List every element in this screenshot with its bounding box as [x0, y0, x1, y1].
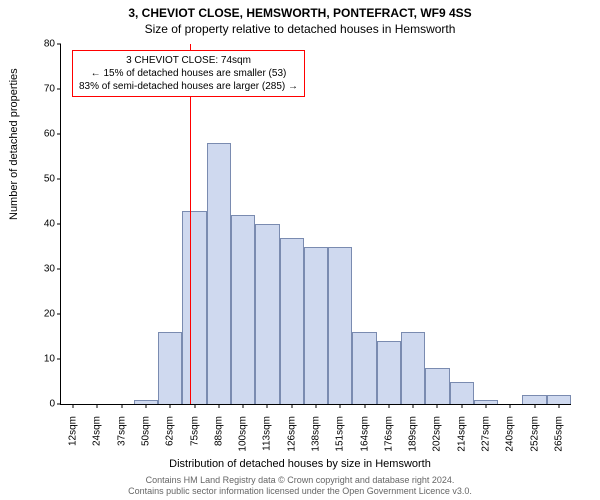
y-tick-label: 10 — [25, 354, 61, 365]
info-box: 3 CHEVIOT CLOSE: 74sqm← 15% of detached … — [72, 50, 305, 97]
x-tick-label: 164sqm — [359, 410, 370, 452]
chart-area: 0102030405060708012sqm24sqm37sqm50sqm62s… — [60, 44, 571, 405]
title-address: 3, CHEVIOT CLOSE, HEMSWORTH, PONTEFRACT,… — [0, 0, 600, 20]
x-tick-label: 37sqm — [116, 410, 127, 446]
x-tick-mark — [340, 404, 341, 408]
footer-line1: Contains HM Land Registry data © Crown c… — [0, 475, 600, 486]
x-tick-mark — [170, 404, 171, 408]
x-tick-mark — [121, 404, 122, 408]
x-tick-label: 24sqm — [92, 410, 103, 446]
info-box-line1: 3 CHEVIOT CLOSE: 74sqm — [79, 54, 298, 67]
footer-credits: Contains HM Land Registry data © Crown c… — [0, 475, 600, 497]
x-tick-mark — [218, 404, 219, 408]
x-tick-mark — [486, 404, 487, 408]
y-tick-mark — [57, 44, 61, 45]
info-box-line2: ← 15% of detached houses are smaller (53… — [79, 67, 298, 80]
x-tick-mark — [558, 404, 559, 408]
bar — [231, 215, 255, 404]
x-tick-mark — [413, 404, 414, 408]
x-tick-mark — [510, 404, 511, 408]
x-tick-label: 176sqm — [383, 410, 394, 452]
x-tick-label: 100sqm — [238, 410, 249, 452]
y-tick-label: 60 — [25, 129, 61, 140]
bar — [280, 238, 304, 405]
bar — [377, 341, 401, 404]
x-tick-label: 151sqm — [335, 410, 346, 452]
x-tick-mark — [146, 404, 147, 408]
x-tick-label: 214sqm — [456, 410, 467, 452]
x-tick-mark — [461, 404, 462, 408]
y-tick-mark — [57, 404, 61, 405]
y-tick-mark — [57, 224, 61, 225]
x-tick-label: 50sqm — [141, 410, 152, 446]
bar — [450, 382, 474, 405]
x-tick-label: 189sqm — [408, 410, 419, 452]
x-tick-label: 240sqm — [505, 410, 516, 452]
y-tick-label: 0 — [25, 399, 61, 410]
x-tick-mark — [243, 404, 244, 408]
x-tick-label: 202sqm — [432, 410, 443, 452]
bar — [425, 368, 449, 404]
y-tick-label: 30 — [25, 264, 61, 275]
footer-line2: Contains public sector information licen… — [0, 486, 600, 497]
x-tick-mark — [291, 404, 292, 408]
y-tick-label: 80 — [25, 39, 61, 50]
bar — [522, 395, 546, 404]
bar — [401, 332, 425, 404]
y-tick-mark — [57, 269, 61, 270]
x-tick-label: 265sqm — [553, 410, 564, 452]
y-tick-mark — [57, 179, 61, 180]
title-subtitle: Size of property relative to detached ho… — [0, 20, 600, 36]
y-tick-mark — [57, 89, 61, 90]
x-tick-label: 88sqm — [213, 410, 224, 446]
x-tick-label: 75sqm — [189, 410, 200, 446]
x-tick-mark — [364, 404, 365, 408]
bar — [158, 332, 182, 404]
y-tick-mark — [57, 359, 61, 360]
x-tick-mark — [194, 404, 195, 408]
y-tick-label: 40 — [25, 219, 61, 230]
bar — [207, 143, 231, 404]
x-tick-mark — [97, 404, 98, 408]
x-tick-label: 113sqm — [262, 410, 273, 451]
x-tick-label: 138sqm — [311, 410, 322, 452]
y-tick-label: 70 — [25, 84, 61, 95]
x-tick-label: 62sqm — [165, 410, 176, 446]
info-box-line3: 83% of semi-detached houses are larger (… — [79, 80, 298, 93]
y-tick-label: 20 — [25, 309, 61, 320]
y-tick-mark — [57, 314, 61, 315]
x-tick-mark — [534, 404, 535, 408]
x-tick-label: 126sqm — [286, 410, 297, 452]
property-marker-line — [190, 44, 191, 404]
x-tick-label: 227sqm — [481, 410, 492, 452]
x-tick-label: 12sqm — [68, 410, 79, 446]
x-tick-mark — [316, 404, 317, 408]
bar — [352, 332, 376, 404]
bar — [304, 247, 328, 405]
x-tick-mark — [437, 404, 438, 408]
x-tick-mark — [73, 404, 74, 408]
x-tick-label: 252sqm — [529, 410, 540, 452]
y-tick-label: 50 — [25, 174, 61, 185]
bar — [255, 224, 279, 404]
x-tick-mark — [267, 404, 268, 408]
y-tick-mark — [57, 134, 61, 135]
x-axis-label: Distribution of detached houses by size … — [0, 458, 600, 470]
bar — [182, 211, 206, 405]
bar — [547, 395, 571, 404]
bar — [328, 247, 352, 405]
y-axis-label: Number of detached properties — [8, 68, 20, 220]
x-tick-mark — [388, 404, 389, 408]
